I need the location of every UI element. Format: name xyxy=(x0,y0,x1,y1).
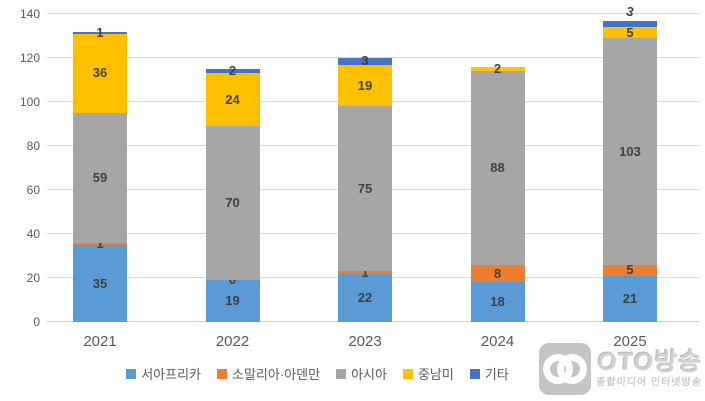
y-tick-label: 0 xyxy=(33,315,40,329)
x-axis-label-2024: 2024 xyxy=(480,333,515,350)
bar-segment xyxy=(470,264,525,283)
bar-2025: 21 5 103 5 3 xyxy=(603,3,657,322)
bar-2023: 22 1 75 19 3 xyxy=(338,53,392,322)
legend-label: 기타 xyxy=(484,367,509,382)
grid-line xyxy=(47,57,700,58)
bar-segment xyxy=(603,27,657,39)
grid-line xyxy=(47,13,700,14)
double-ring-logo-icon xyxy=(539,343,592,395)
legend-swatch-icon xyxy=(217,368,228,379)
legend-item: 소말리아·아덴만 xyxy=(217,364,320,383)
y-tick-label: 100 xyxy=(19,95,40,109)
bar-segment xyxy=(338,58,392,65)
bar-segment xyxy=(205,126,260,281)
y-tick-label: 20 xyxy=(26,271,40,285)
y-tick-label: 140 xyxy=(19,7,40,21)
bar-segment xyxy=(205,69,260,74)
bar-segment xyxy=(603,20,657,28)
bar-segment xyxy=(470,71,525,265)
legend-swatch-icon xyxy=(469,368,480,379)
y-tick-label: 80 xyxy=(26,139,40,153)
legend: 서아프리카 소말리아·아덴만 아시아 중남미 기타 xyxy=(0,364,635,383)
bar-segment xyxy=(338,273,392,322)
bar-segment xyxy=(73,113,127,243)
legend-item: 서아프리카 xyxy=(126,364,201,383)
bar-2021: 35 1 59 36 1 xyxy=(73,25,127,322)
bar-segment xyxy=(338,106,392,272)
legend-label: 중남미 xyxy=(417,367,454,382)
x-axis-label-2022: 2022 xyxy=(215,333,250,350)
bar-segment xyxy=(73,31,127,34)
bar-2024: 18 8 88 2 xyxy=(470,61,525,322)
x-axis-label-2023: 2023 xyxy=(348,333,382,350)
bar-segment xyxy=(338,64,392,107)
bar-segment xyxy=(73,33,127,113)
bar-segment xyxy=(470,66,525,72)
bar-segment xyxy=(73,242,127,245)
y-tick-label: 120 xyxy=(19,51,40,65)
watermark: OTO방송 종합미디어 인터넷방송 xyxy=(539,343,703,395)
watermark-title: OTO방송 xyxy=(596,348,704,376)
bar-segment xyxy=(205,280,260,322)
ring-icon xyxy=(557,354,588,384)
bar-segment xyxy=(603,38,657,265)
bar-segment xyxy=(205,73,260,127)
bar-2022: 19070242 xyxy=(205,63,260,322)
legend-label: 소말리아·아덴만 xyxy=(232,367,321,382)
bar-segment xyxy=(603,275,657,322)
watermark-subtitle: 종합미디어 인터넷방송 xyxy=(595,377,703,388)
legend-item: 기타 xyxy=(469,364,509,383)
legend-label: 아시아 xyxy=(351,367,387,382)
legend-label: 서아프리카 xyxy=(141,367,202,382)
bar-segment xyxy=(338,271,392,274)
bar-segment xyxy=(73,245,127,322)
legend-item: 중남미 xyxy=(402,364,454,383)
legend-swatch-icon xyxy=(126,368,137,379)
bar-segment xyxy=(603,264,657,276)
x-axis-label-2021: 2021 xyxy=(83,333,117,350)
bar-segment xyxy=(470,282,525,322)
x-axis-label-2025: 2025 xyxy=(613,333,647,350)
legend-swatch-icon xyxy=(402,368,413,379)
legend-swatch-icon xyxy=(336,368,347,379)
y-tick-label: 60 xyxy=(26,183,40,197)
watermark-text: OTO방송 종합미디어 인터넷방송 xyxy=(595,348,704,388)
y-tick-label: 40 xyxy=(26,227,40,241)
legend-item: 아시아 xyxy=(336,364,387,383)
